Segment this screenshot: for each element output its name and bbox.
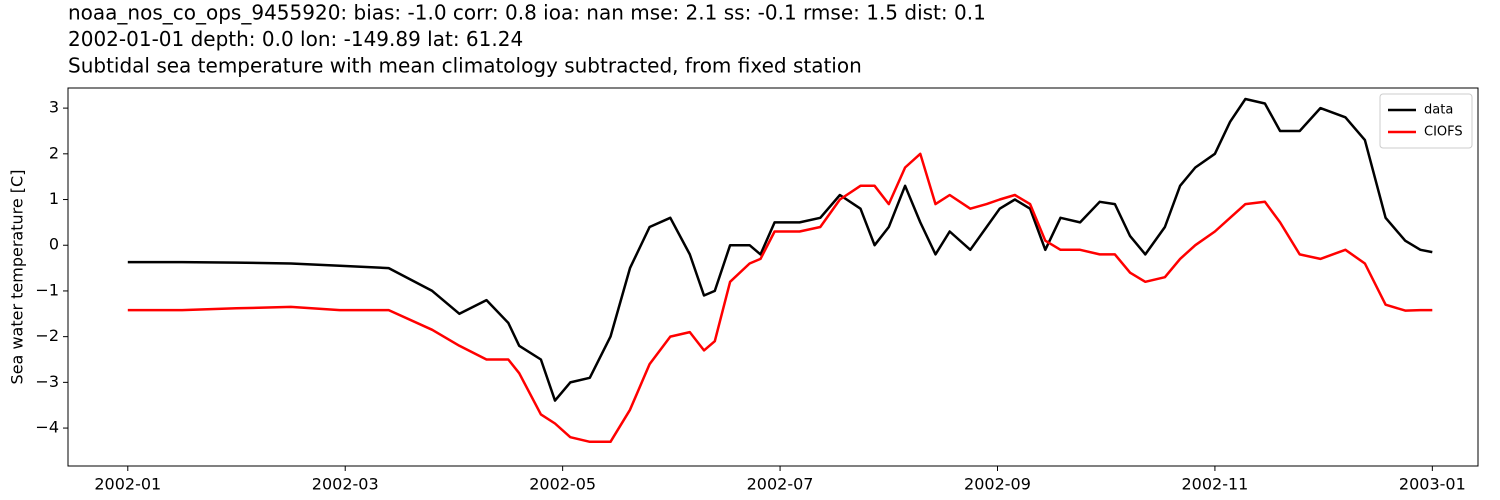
x-tick-label: 2002-09 [964, 475, 1031, 494]
legend-box [1379, 93, 1473, 149]
series-line [127, 152, 1433, 444]
y-tick-label: −1 [35, 280, 59, 299]
y-axis-label: Sea water temperature [C] [8, 170, 27, 385]
legend-label: data [1424, 103, 1453, 118]
chart-title: 2002-01-01 depth: 0.0 lon: -149.89 lat: … [68, 27, 523, 51]
x-tick-label: 2002-05 [529, 475, 596, 494]
y-tick-label: 2 [49, 143, 59, 162]
y-tick-label: 0 [49, 235, 59, 254]
x-tick-label: 2003-01 [1399, 475, 1466, 494]
x-tick-label: 2002-07 [747, 475, 814, 494]
chart-title: Subtidal sea temperature with mean clima… [68, 54, 862, 78]
y-tick-label: −2 [35, 326, 59, 345]
x-tick-label: 2002-11 [1181, 475, 1248, 494]
x-tick-label: 2002-01 [94, 475, 161, 494]
y-tick-label: 3 [49, 98, 59, 117]
y-tick-label: −4 [35, 418, 59, 437]
axes-frame [67, 87, 1479, 467]
series-line [127, 97, 1433, 402]
chart-title: noaa_nos_co_ops_9455920: bias: -1.0 corr… [68, 1, 986, 25]
x-tick-label: 2002-03 [312, 475, 379, 494]
legend: data CIOFS [1379, 93, 1473, 149]
legend-label: CIOFS [1424, 125, 1463, 140]
y-tick-label: −3 [35, 372, 59, 391]
y-tick-label: 1 [49, 189, 59, 208]
